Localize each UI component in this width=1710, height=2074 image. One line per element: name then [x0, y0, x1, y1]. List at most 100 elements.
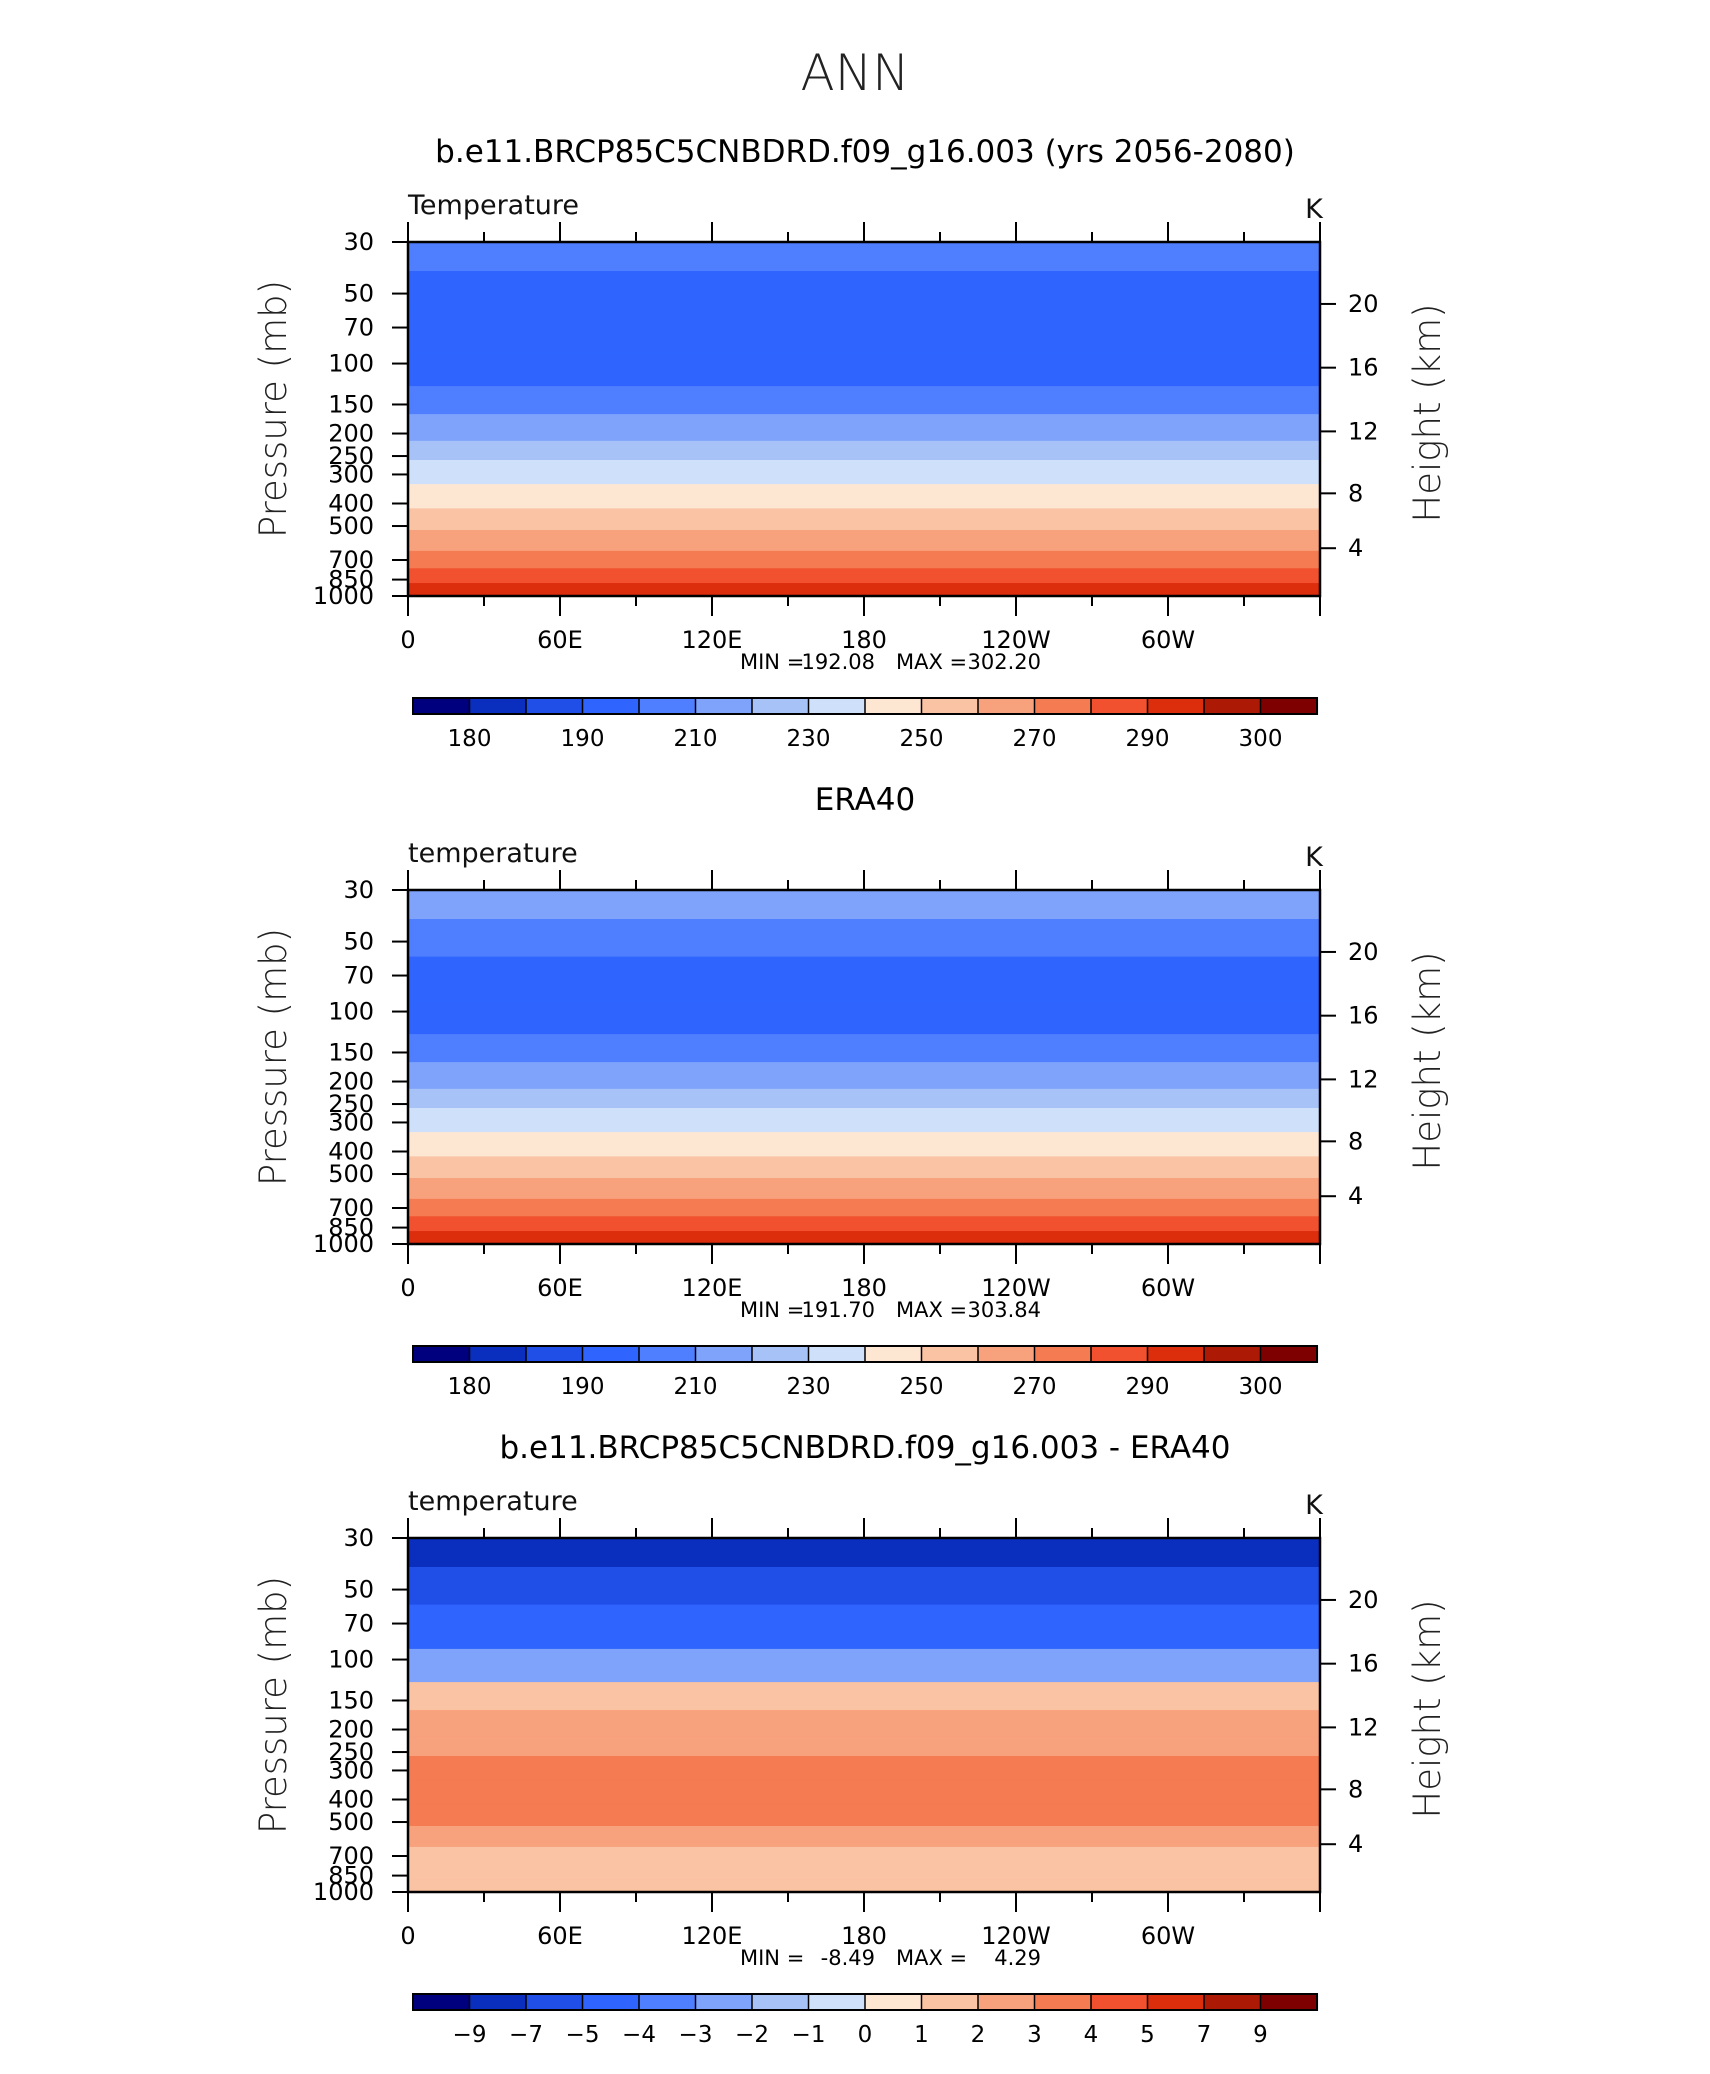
y-tick-label: 150: [328, 390, 374, 418]
y-tick-label: 850: [328, 1214, 374, 1242]
colorbar-box: [751, 1345, 810, 1363]
y-tick-label: 850: [328, 566, 374, 594]
y-tick-label: 1000: [313, 1230, 374, 1258]
height-tick-label: 12: [1348, 417, 1379, 445]
height-tick-label: 12: [1348, 1065, 1379, 1093]
y-tick-label: 400: [328, 1137, 374, 1165]
right-axis-label: Height (km): [1406, 951, 1449, 1170]
contour-band: [408, 1648, 1320, 1683]
units-label: K: [1305, 194, 1324, 225]
y-tick-label: 200: [328, 1716, 374, 1744]
y-tick-label: 700: [328, 1194, 374, 1222]
colorbar-box: [751, 1993, 810, 2011]
panel-title: b.e11.BRCP85C5CNBDRD.f09_g16.003 - ERA40: [500, 1430, 1231, 1466]
contour-band: [408, 1231, 1320, 1245]
colorbar-label: 250: [900, 726, 944, 752]
x-tick-label: 60E: [537, 1274, 583, 1302]
contour-band: [408, 583, 1320, 597]
contour-band: [408, 308, 1320, 354]
contour-bands: [408, 1538, 1320, 1893]
colorbar-frame: [412, 1993, 1318, 2011]
panels: b.e11.BRCP85C5CNBDRD.f09_g16.003 (yrs 20…: [252, 134, 1449, 2048]
height-tick-label: 8: [1348, 1127, 1363, 1155]
colorbar-box: [525, 697, 584, 715]
colorbar-label: −7: [509, 2022, 543, 2048]
colorbar: 180 190 210 230 250 270 290 300: [412, 1345, 1319, 1400]
y-tick-label: 100: [328, 1646, 374, 1674]
y-tick-label: 400: [328, 489, 374, 517]
colorbar-label: 290: [1126, 1374, 1170, 1400]
y-tick-label: 30: [343, 1524, 374, 1552]
y-tick-label: 700: [328, 1842, 374, 1870]
colorbar-label: 7: [1197, 2022, 1212, 2048]
x-tick-label: 60W: [1141, 1922, 1195, 1950]
x-tick-label: 180: [841, 626, 887, 654]
colorbar-box: [1033, 1993, 1093, 2011]
colorbar-box: [581, 697, 641, 715]
contour-band: [408, 1088, 1320, 1109]
colorbar-label: −1: [792, 2022, 826, 2048]
max-label: MAX =: [896, 1298, 967, 1322]
colorbar-label: 180: [448, 726, 492, 752]
colorbar-box: [1146, 1345, 1206, 1363]
contour-band: [408, 1846, 1320, 1865]
y-tick-label: 200: [328, 420, 374, 448]
colorbar-box: [468, 1345, 528, 1363]
contour-band: [408, 271, 1320, 310]
min-label: MIN =: [740, 650, 804, 674]
colorbar-box: [864, 1993, 923, 2011]
colorbar-box: [920, 1345, 980, 1363]
colorbar-box: [581, 1993, 641, 2011]
contour-band: [408, 1710, 1320, 1738]
x-tick-label: 0: [400, 1274, 415, 1302]
colorbar-frame: [412, 1345, 1318, 1363]
y-tick-label: 500: [328, 1160, 374, 1188]
min-label: MIN =: [740, 1946, 804, 1970]
colorbar-box: [751, 697, 810, 715]
colorbar-box: [977, 1345, 1036, 1363]
contour-band: [408, 242, 1320, 272]
colorbar-label: 210: [674, 1374, 718, 1400]
colorbar-frame: [412, 697, 1318, 715]
units-label: K: [1305, 842, 1324, 873]
y-axis-label: Pressure (mb): [252, 280, 295, 538]
colorbar-box: [1203, 697, 1262, 715]
x-tick-label: 120W: [981, 626, 1051, 654]
main-title: ANN: [800, 44, 909, 102]
colorbar-label: 290: [1126, 726, 1170, 752]
colorbar-label: 3: [1027, 2022, 1042, 2048]
y-tick-label: 50: [343, 1576, 374, 1604]
colorbar-box: [1259, 1345, 1319, 1363]
colorbar-box: [638, 697, 697, 715]
y-tick-label: 150: [328, 1038, 374, 1066]
y-tick-label: 100: [328, 350, 374, 378]
colorbar-box: [1033, 697, 1093, 715]
y-tick-label: 300: [328, 1108, 374, 1136]
contour-band: [408, 1108, 1320, 1133]
y-tick-label: 50: [343, 928, 374, 956]
colorbar-box: [412, 1345, 471, 1363]
colorbar-box: [807, 697, 867, 715]
x-tick-label: 180: [841, 1922, 887, 1950]
contour-band: [408, 1216, 1320, 1232]
colorbar-label: 250: [900, 1374, 944, 1400]
colorbar-box: [920, 1993, 980, 2011]
right-axis-label: Height (km): [1406, 303, 1449, 522]
height-tick-label: 4: [1348, 534, 1363, 562]
colorbar-box: [1203, 1345, 1262, 1363]
contour-band: [408, 484, 1320, 509]
colorbar-label: 270: [1013, 726, 1057, 752]
y-tick-label: 500: [328, 1808, 374, 1836]
contour-band: [408, 1156, 1320, 1179]
contour-band: [408, 414, 1320, 442]
y-tick-label: 150: [328, 1686, 374, 1714]
contour-band: [408, 1780, 1320, 1805]
contour-band: [408, 386, 1320, 415]
contour-band: [408, 1198, 1320, 1217]
x-tick-label: 60E: [537, 626, 583, 654]
max-value: 4.29: [994, 1946, 1041, 1970]
y-tick-label: 850: [328, 1862, 374, 1890]
contour-bands: [408, 242, 1320, 597]
height-tick-label: 20: [1348, 1586, 1379, 1614]
